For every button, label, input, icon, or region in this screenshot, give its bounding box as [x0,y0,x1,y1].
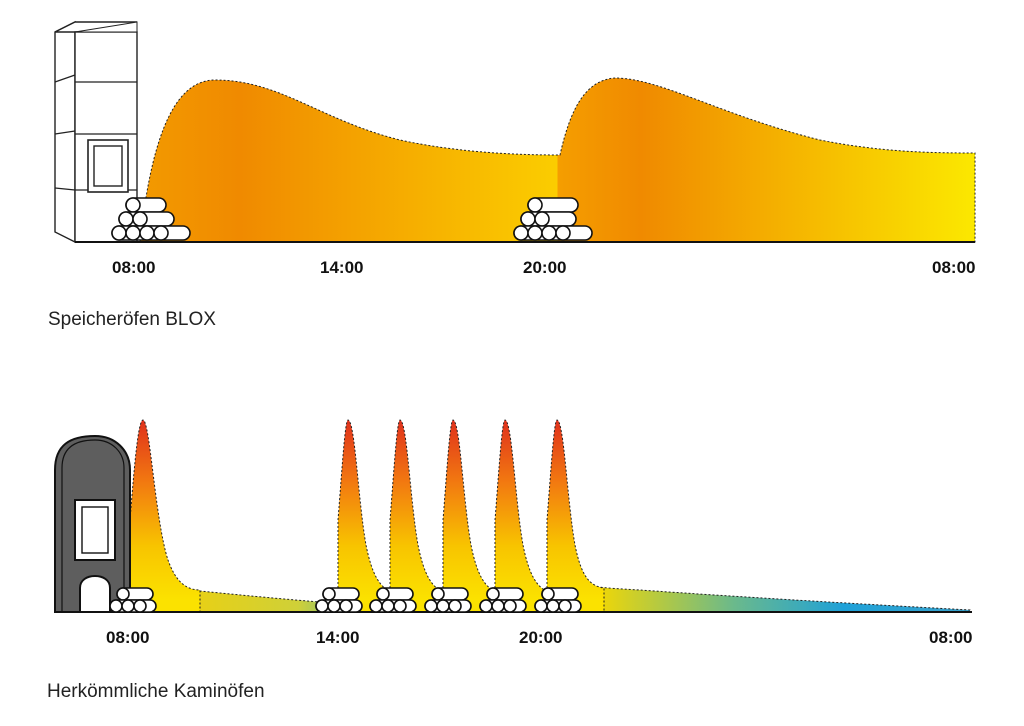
heat-spike-6 [546,419,605,613]
bottom-time-label-1: 08:00 [106,628,149,647]
bottom-time-label-3: 20:00 [519,628,562,647]
heat-spike-1 [129,419,201,613]
top-time-label-2: 14:00 [320,258,363,277]
top-time-label-3: 20:00 [523,258,566,277]
top-caption: Speicheröfen BLOX [48,309,216,330]
bottom-time-label-2: 14:00 [316,628,359,647]
bottom-panel: 08:00 14:00 20:00 08:00 Herkömmliche Kam… [47,419,972,702]
storage-stove-icon [54,20,138,244]
bottom-log-pile-6 [534,587,582,613]
heat-spikes [129,419,605,613]
bottom-caption: Herkömmliche Kaminöfen [47,681,265,702]
bottom-log-pile-2 [315,587,363,613]
heat-spike-4 [442,419,498,613]
bottom-log-pile-3 [369,587,417,613]
top-heat-curve [139,77,976,243]
top-log-pile-1 [111,197,191,241]
heat-spike-3 [389,419,445,613]
top-panel: 08:00 14:00 20:00 08:00 Speicheröfen BLO… [48,20,976,330]
bottom-log-pile-5 [479,587,527,613]
heat-spike-2 [337,419,393,613]
top-time-label-1: 08:00 [112,258,155,277]
wood-stove-icon [54,434,131,613]
top-log-pile-2 [513,197,593,241]
bottom-log-pile-1 [109,587,157,613]
bottom-log-pile-4 [424,587,472,613]
heat-spike-5 [494,419,550,613]
top-time-label-4: 08:00 [932,258,975,277]
bottom-time-label-4: 08:00 [929,628,972,647]
